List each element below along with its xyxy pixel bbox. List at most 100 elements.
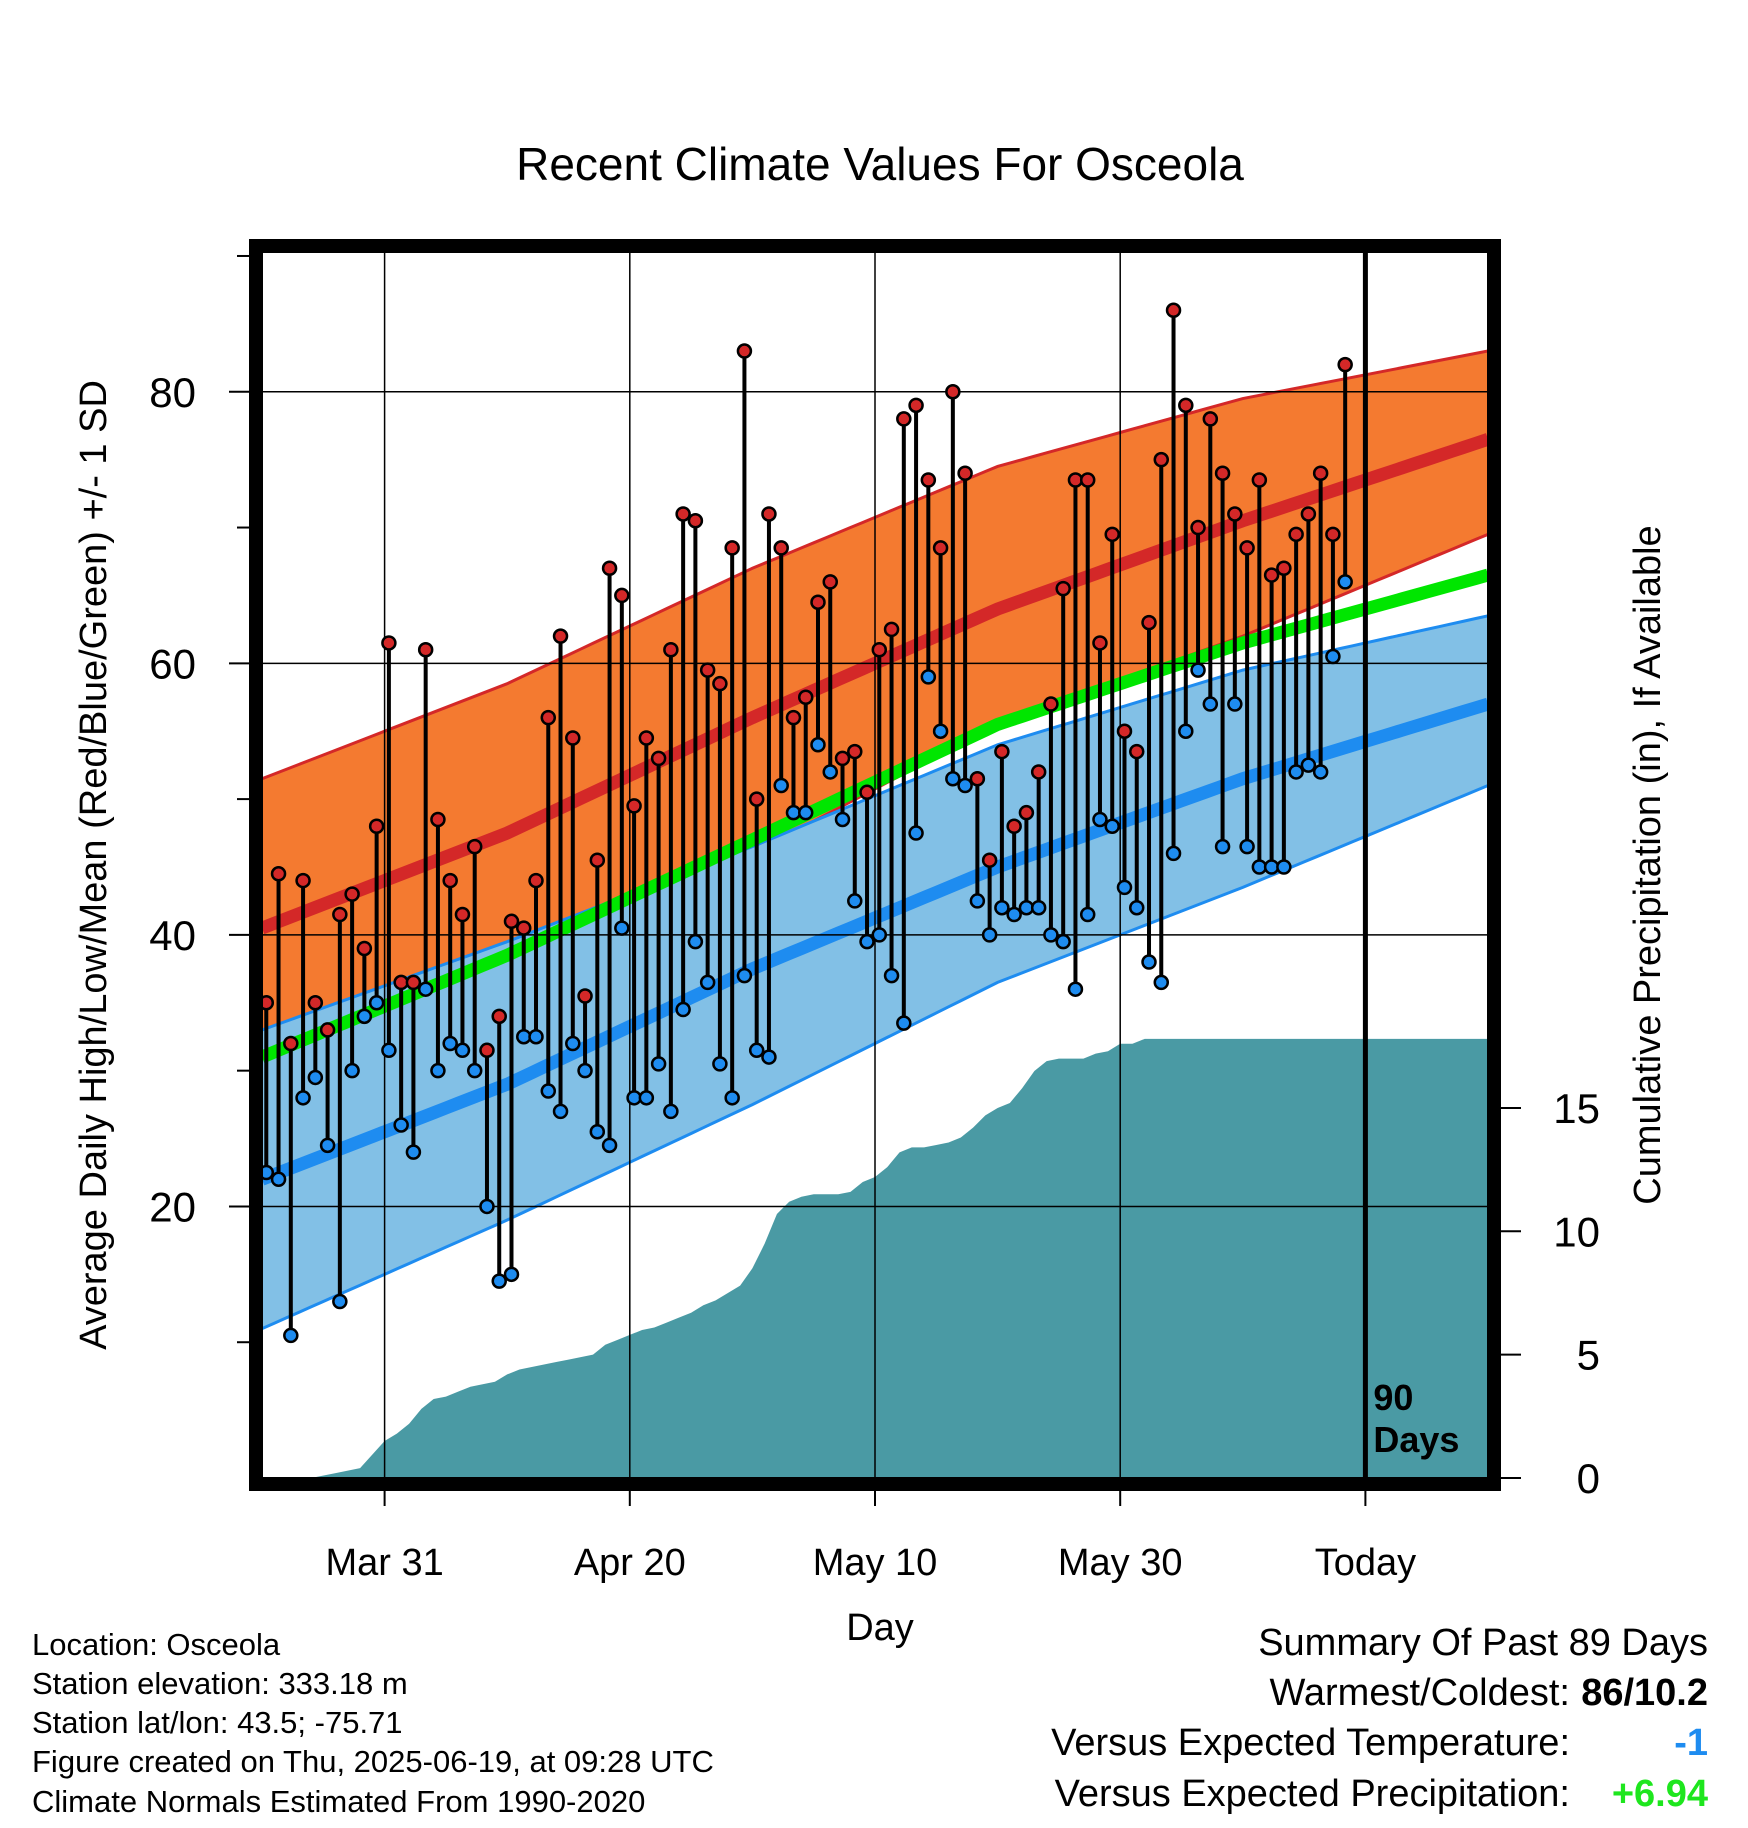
daily-low-point [699,974,716,991]
info-location: Location: Osceola [32,1627,281,1662]
daily-low-point [1153,974,1170,991]
daily-low-point [1214,838,1231,855]
daily-high-point [295,872,311,889]
daily-low-point [344,1062,360,1079]
daily-low-point [319,1137,336,1154]
precip-vs-expected-label: Versus Expected Precipitation: [1054,1773,1570,1815]
daily-high-point [1239,540,1255,556]
daily-high-point [491,1008,507,1025]
daily-high-point [797,689,814,706]
daily-high-point [1030,764,1047,780]
daily-high-point [565,730,581,746]
daily-high-point [1104,526,1120,543]
daily-low-point [454,1042,471,1059]
daily-low-point [601,1137,618,1154]
daily-low-point [1337,574,1353,590]
axes: 20 40 60 80 0 5 10 15 Mar 31 Apr 20 May 10 May 30 To… [73,239,1669,1649]
daily-high-point [785,709,802,726]
info-normals: Climate Normals Estimated From 1990-2020 [32,1784,646,1819]
daily-low-point [810,737,826,753]
daily-high-point [748,791,765,807]
daily-high-point [344,886,360,902]
daily-low-point [1079,906,1096,923]
summary-heading: Summary Of Past 89 Days [1258,1622,1708,1664]
daily-low-point [859,933,875,950]
daily-high-point [405,974,422,991]
daily-high-point [1116,723,1133,739]
info-elevation: Station elevation: 333.18 m [32,1666,408,1701]
today-days-number: 90 [1373,1377,1413,1418]
daily-high-point [381,635,397,651]
daily-high-point [1214,465,1231,481]
daily-high-point [908,397,924,414]
daily-low-point [945,770,961,787]
daily-low-point [368,995,385,1011]
daily-high-point [883,621,900,638]
daily-high-point [601,560,618,577]
daily-high-point [430,811,446,828]
daily-low-point [1325,648,1341,665]
daily-low-point [1067,981,1084,997]
daily-high-point [1190,519,1206,536]
daily-low-point [491,1273,507,1289]
daily-low-point [1276,859,1292,875]
daily-low-point [908,825,924,841]
daily-high-point [687,513,704,529]
daily-high-point [1141,614,1157,631]
x-tick-label: Mar 31 [325,1542,443,1584]
precip-vs-expected-value: +6.94 [1611,1773,1708,1815]
daily-low-point [724,1090,740,1106]
daily-low-point [417,981,434,997]
daily-low-point [773,777,789,794]
daily-high-point [663,641,679,658]
warm-cold-value: 86/10.2 [1581,1672,1708,1714]
daily-high-point [1288,526,1304,543]
y-tick-label: 60 [149,640,196,687]
daily-low-point [896,1015,912,1031]
y2-axis-title: Cumulative Precipitation (in), If Availa… [1627,525,1669,1204]
daily-high-point [332,906,348,923]
daily-high-point [1325,526,1341,543]
x-tick-label: Apr 20 [574,1542,686,1584]
daily-low-point [393,1117,409,1133]
daily-low-point [332,1293,348,1310]
daily-high-point [1079,472,1096,488]
daily-low-point [1141,954,1157,970]
daily-high-point [822,574,839,590]
daily-high-point [1018,804,1035,821]
y2-tick-label: 5 [1577,1332,1600,1379]
daily-low-point [405,1144,422,1160]
daily-low-point [307,1069,324,1086]
warm-cold-label: Warmest/Coldest: [1269,1672,1570,1714]
daily-low-point [847,893,863,909]
daily-low-point [1030,899,1047,916]
daily-high-point [712,675,728,692]
info-latlon: Station lat/lon: 43.5; -75.71 [32,1705,403,1740]
x-tick-label: May 10 [813,1542,938,1584]
daily-low-point [994,899,1010,916]
daily-low-point [262,1164,275,1181]
chart-title: Recent Climate Values For Osceola [516,138,1244,190]
daily-high-point [1263,567,1280,583]
daily-high-point [994,743,1010,760]
temp-vs-expected-value: -1 [1674,1722,1708,1764]
daily-high-point [442,872,458,889]
x-axis-title: Day [846,1607,914,1649]
daily-high-point [614,587,630,604]
daily-low-point [1129,899,1145,916]
daily-low-point [528,1028,544,1045]
daily-low-point [565,1035,581,1052]
daily-high-point [920,472,937,488]
daily-low-point [1043,927,1059,943]
daily-high-point [528,872,544,889]
daily-high-point [957,465,973,481]
daily-high-point [969,770,986,787]
daily-high-point [1300,506,1317,522]
info-created: Figure created on Thu, 2025-06-19, at 09… [32,1744,714,1779]
daily-low-point [736,967,753,984]
y2-tick-label: 10 [1553,1208,1600,1255]
daily-low-point [1202,696,1219,712]
daily-high-point [1227,506,1243,522]
